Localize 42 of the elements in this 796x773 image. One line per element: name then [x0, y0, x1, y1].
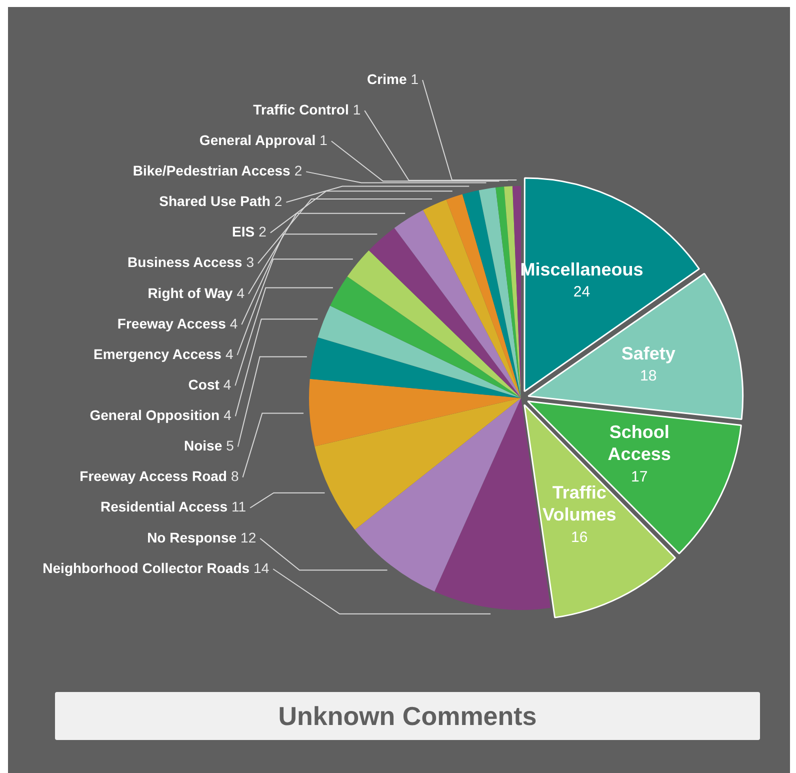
slice-label: Freeway Access Road: [80, 468, 227, 484]
data-label: 4: [225, 346, 234, 362]
data-label: 12: [240, 529, 256, 546]
slice-label: No Response: [147, 529, 237, 546]
data-label: 4: [223, 376, 232, 392]
data-label: 1: [352, 101, 361, 118]
data-label: 11: [232, 498, 246, 515]
slice-label: Residential Access: [100, 498, 228, 515]
slice-label: School Access: [608, 422, 671, 464]
data-label: 17: [631, 468, 648, 486]
slice-label: Bike/Pedestrian Access: [132, 162, 291, 179]
slice-label: EIS: [232, 224, 255, 240]
data-label: 4: [236, 284, 245, 301]
slice-label: Emergency Access: [94, 346, 222, 362]
slice-label: Noise: [184, 438, 222, 454]
data-label: 14: [254, 560, 270, 576]
data-label: 1: [410, 70, 419, 87]
slice-label: Traffic Control: [253, 101, 349, 118]
slice-label: Shared Use Path: [159, 193, 270, 210]
data-label: 1: [320, 132, 328, 148]
slice-label: Crime: [367, 70, 407, 87]
slice-label: Business Access: [128, 254, 242, 270]
data-label: 4: [230, 315, 238, 332]
data-label: 2: [258, 224, 267, 240]
data-label: 8: [230, 468, 239, 484]
data-label: 3: [246, 254, 254, 270]
slice-label: Right of Way: [148, 284, 233, 301]
slice-label: Traffic Volumes: [542, 482, 616, 525]
slice-label: Cost: [188, 376, 220, 392]
text: Unknown Comments: [55, 692, 760, 740]
slice-label: Freeway Access: [117, 315, 226, 332]
data-label: 2: [274, 193, 282, 210]
data-label: 24: [573, 284, 590, 301]
slice-label: General Opposition: [90, 407, 220, 424]
slice-label: General Approval: [199, 132, 316, 148]
data-label: 2: [294, 162, 302, 179]
slice-label: Safety: [621, 343, 676, 364]
data-label: 5: [226, 438, 234, 454]
data-label: 16: [571, 528, 588, 546]
data-label: 4: [224, 407, 232, 424]
slice-label: Neighborhood Collector Roads: [42, 560, 250, 576]
data-label: 18: [640, 368, 657, 385]
